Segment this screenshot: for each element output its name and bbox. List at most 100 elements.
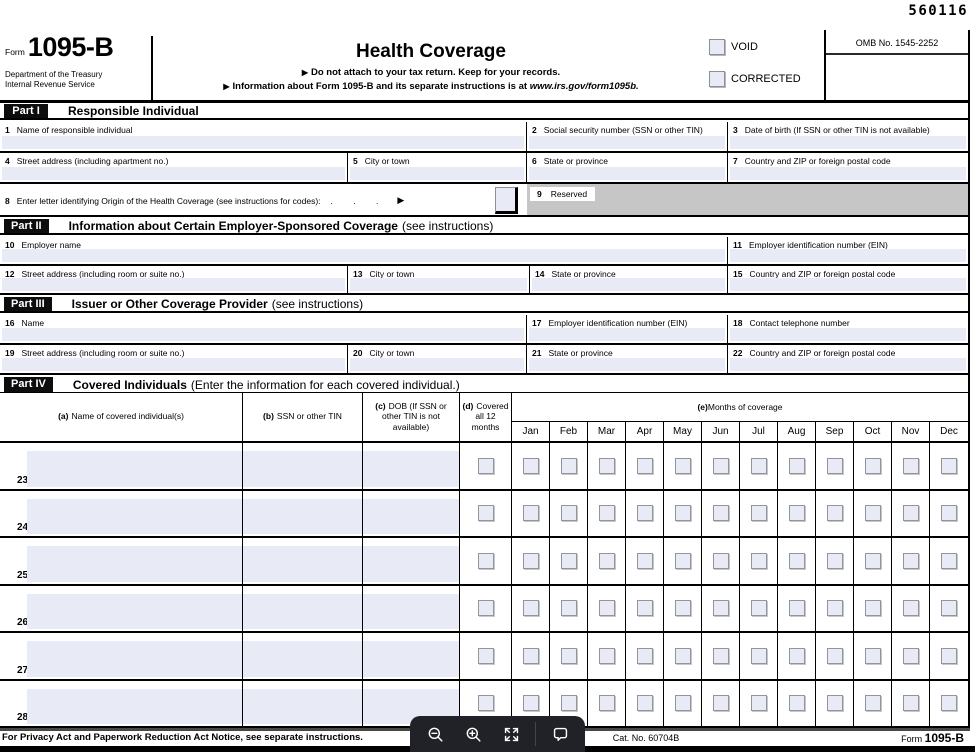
month-checkbox[interactable]	[560, 457, 577, 474]
month-checkbox[interactable]	[788, 457, 805, 474]
month-checkbox[interactable]	[902, 457, 919, 474]
covered-name-input[interactable]	[27, 546, 242, 582]
covered-ssn-input[interactable]	[243, 593, 362, 629]
month-checkbox[interactable]	[864, 695, 881, 712]
field-16-input[interactable]	[2, 328, 524, 341]
month-checkbox[interactable]	[712, 695, 729, 712]
field-18-input[interactable]	[730, 328, 966, 341]
field-19-input[interactable]	[2, 358, 345, 371]
origin-code-input[interactable]	[495, 187, 518, 214]
covered-ssn-input[interactable]	[243, 498, 362, 534]
month-checkbox[interactable]	[750, 695, 767, 712]
field-14-input[interactable]	[532, 278, 725, 291]
field-2-input[interactable]	[529, 136, 725, 149]
month-checkbox[interactable]	[560, 695, 577, 712]
covered-all-12-months-checkbox[interactable]	[477, 552, 494, 569]
month-checkbox[interactable]	[712, 647, 729, 664]
month-checkbox[interactable]	[864, 505, 881, 522]
month-checkbox[interactable]	[598, 505, 615, 522]
month-checkbox[interactable]	[598, 457, 615, 474]
month-checkbox[interactable]	[636, 505, 653, 522]
covered-all-12-months-checkbox[interactable]	[477, 695, 494, 712]
field-5-input[interactable]	[350, 167, 524, 180]
month-checkbox[interactable]	[941, 505, 957, 522]
month-checkbox[interactable]	[712, 552, 729, 569]
field-3-input[interactable]	[730, 136, 966, 149]
month-checkbox[interactable]	[636, 647, 653, 664]
covered-name-input[interactable]	[27, 593, 242, 629]
month-checkbox[interactable]	[560, 600, 577, 617]
month-checkbox[interactable]	[788, 505, 805, 522]
comment-button[interactable]	[541, 716, 579, 752]
month-checkbox[interactable]	[902, 505, 919, 522]
month-checkbox[interactable]	[636, 695, 653, 712]
month-checkbox[interactable]	[522, 457, 539, 474]
covered-dob-input[interactable]	[363, 641, 459, 677]
month-checkbox[interactable]	[598, 552, 615, 569]
covered-name-input[interactable]	[27, 688, 242, 724]
month-checkbox[interactable]	[788, 552, 805, 569]
covered-ssn-input[interactable]	[243, 546, 362, 582]
covered-ssn-input[interactable]	[243, 688, 362, 724]
month-checkbox[interactable]	[826, 695, 843, 712]
month-checkbox[interactable]	[522, 600, 539, 617]
month-checkbox[interactable]	[560, 552, 577, 569]
month-checkbox[interactable]	[902, 695, 919, 712]
zoom-in-button[interactable]	[454, 716, 492, 752]
field-4-input[interactable]	[2, 167, 345, 180]
covered-name-input[interactable]	[27, 498, 242, 534]
month-checkbox[interactable]	[864, 552, 881, 569]
month-checkbox[interactable]	[674, 695, 691, 712]
covered-dob-input[interactable]	[363, 498, 459, 534]
covered-dob-input[interactable]	[363, 451, 459, 487]
month-checkbox[interactable]	[941, 600, 957, 617]
month-checkbox[interactable]	[902, 600, 919, 617]
month-checkbox[interactable]	[826, 505, 843, 522]
field-22-input[interactable]	[730, 358, 966, 371]
field-12-input[interactable]	[2, 278, 345, 291]
field-17-input[interactable]	[529, 328, 725, 341]
covered-name-input[interactable]	[27, 641, 242, 677]
month-checkbox[interactable]	[864, 457, 881, 474]
month-checkbox[interactable]	[674, 552, 691, 569]
field-1-input[interactable]	[2, 136, 524, 149]
month-checkbox[interactable]	[674, 600, 691, 617]
corrected-checkbox[interactable]	[709, 71, 725, 87]
fullscreen-button[interactable]	[492, 716, 530, 752]
month-checkbox[interactable]	[636, 457, 653, 474]
covered-dob-input[interactable]	[363, 593, 459, 629]
zoom-out-button[interactable]	[416, 716, 454, 752]
month-checkbox[interactable]	[750, 600, 767, 617]
field-15-input[interactable]	[730, 278, 966, 291]
field-7-input[interactable]	[730, 167, 966, 180]
month-checkbox[interactable]	[941, 457, 957, 474]
field-13-input[interactable]	[350, 278, 527, 291]
month-checkbox[interactable]	[636, 552, 653, 569]
month-checkbox[interactable]	[902, 647, 919, 664]
covered-all-12-months-checkbox[interactable]	[477, 457, 494, 474]
field-21-input[interactable]	[529, 358, 725, 371]
covered-dob-input[interactable]	[363, 546, 459, 582]
month-checkbox[interactable]	[941, 695, 957, 712]
month-checkbox[interactable]	[674, 647, 691, 664]
month-checkbox[interactable]	[826, 600, 843, 617]
month-checkbox[interactable]	[750, 505, 767, 522]
month-checkbox[interactable]	[636, 600, 653, 617]
month-checkbox[interactable]	[902, 552, 919, 569]
month-checkbox[interactable]	[864, 600, 881, 617]
field-20-input[interactable]	[350, 358, 524, 371]
field-10-input[interactable]	[2, 249, 725, 262]
covered-all-12-months-checkbox[interactable]	[477, 647, 494, 664]
month-checkbox[interactable]	[941, 647, 957, 664]
month-checkbox[interactable]	[788, 695, 805, 712]
month-checkbox[interactable]	[598, 600, 615, 617]
month-checkbox[interactable]	[864, 647, 881, 664]
month-checkbox[interactable]	[750, 552, 767, 569]
month-checkbox[interactable]	[674, 505, 691, 522]
month-checkbox[interactable]	[712, 457, 729, 474]
void-checkbox[interactable]	[709, 39, 725, 55]
month-checkbox[interactable]	[560, 647, 577, 664]
month-checkbox[interactable]	[826, 552, 843, 569]
month-checkbox[interactable]	[712, 505, 729, 522]
month-checkbox[interactable]	[750, 457, 767, 474]
